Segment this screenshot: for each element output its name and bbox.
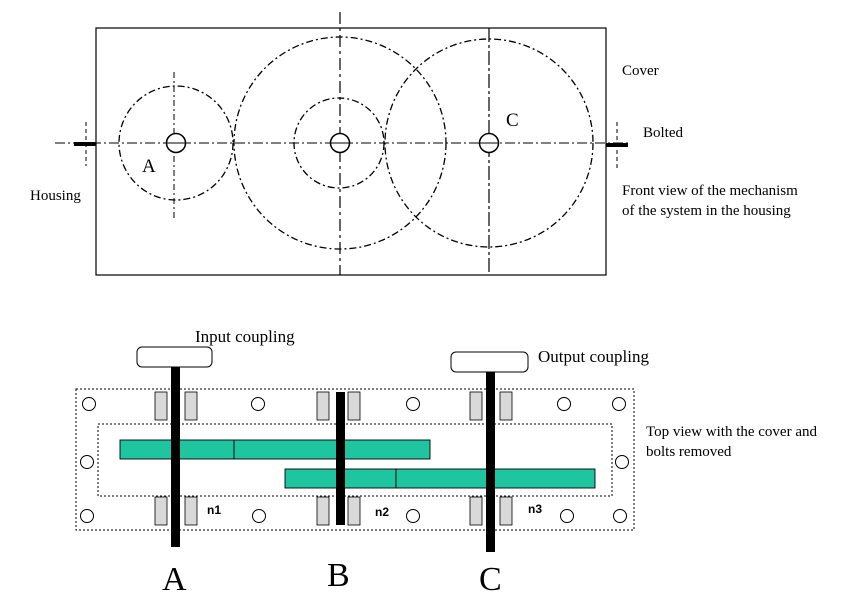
gear-c-top <box>395 468 596 489</box>
bolt-hole <box>612 397 626 411</box>
bearing <box>347 496 361 526</box>
input-coupling <box>136 346 213 368</box>
bolt-hole <box>560 509 574 523</box>
speed-n1-label: n1 <box>207 503 221 517</box>
shaft-b-label: B <box>327 557 350 593</box>
gear-c-label: C <box>506 110 519 131</box>
bolt-hole <box>406 509 420 523</box>
bearing <box>154 391 168 421</box>
bearing <box>347 391 361 421</box>
bearing <box>499 391 513 421</box>
housing-flange-outline <box>75 388 635 531</box>
bearing <box>154 496 168 526</box>
input-coupling-label: Input coupling <box>195 327 295 346</box>
housing-outline <box>95 27 607 276</box>
gear-b-large-top <box>233 439 431 460</box>
gear-a-label: A <box>142 156 156 177</box>
bolt-hole <box>82 397 96 411</box>
bearing <box>184 496 198 526</box>
bearing <box>184 391 198 421</box>
bearing <box>316 391 330 421</box>
bolt-hole <box>613 509 627 523</box>
cover-label: Cover <box>622 63 659 79</box>
bolt-hole <box>557 397 571 411</box>
bolt-hole <box>80 455 94 469</box>
bolt-hole <box>80 509 94 523</box>
bearing <box>469 391 483 421</box>
housing-inner-outline <box>97 423 613 497</box>
gear-a-pitch-circle <box>118 85 234 201</box>
bolt-hole <box>615 455 629 469</box>
bearing <box>499 496 513 526</box>
shaft-b <box>336 392 345 525</box>
bolt-hole <box>406 397 420 411</box>
shaft-a <box>171 367 180 547</box>
speed-n2-label: n2 <box>375 505 389 519</box>
top-view-caption-line2: bolts removed <box>646 444 732 460</box>
top-view: Input coupling Output coupling Top view … <box>75 327 817 593</box>
speed-n3-label: n3 <box>528 502 542 516</box>
bolt-hole <box>251 397 265 411</box>
bolt-hole <box>252 509 266 523</box>
gear-b-large-pitch-circle <box>233 36 447 250</box>
output-coupling <box>450 351 529 373</box>
front-view-caption-line2: of the system in the housing <box>622 203 791 219</box>
shaft-a-label: A <box>162 561 187 593</box>
bearing <box>469 496 483 526</box>
shaft-c <box>486 372 495 552</box>
top-view-caption-line1: Top view with the cover and <box>646 424 817 440</box>
bearing <box>316 496 330 526</box>
front-view-caption-line1: Front view of the mechanism <box>622 183 798 199</box>
shaft-c-label: C <box>479 561 502 593</box>
gear-b-small-pitch-circle <box>293 97 385 189</box>
bolted-label: Bolted <box>643 125 683 141</box>
gear-c-pitch-circle <box>384 38 594 248</box>
output-coupling-label: Output coupling <box>538 347 649 366</box>
front-view: A C Housing Cover Bolted Front view of t… <box>30 12 798 276</box>
housing-label: Housing <box>30 188 81 204</box>
